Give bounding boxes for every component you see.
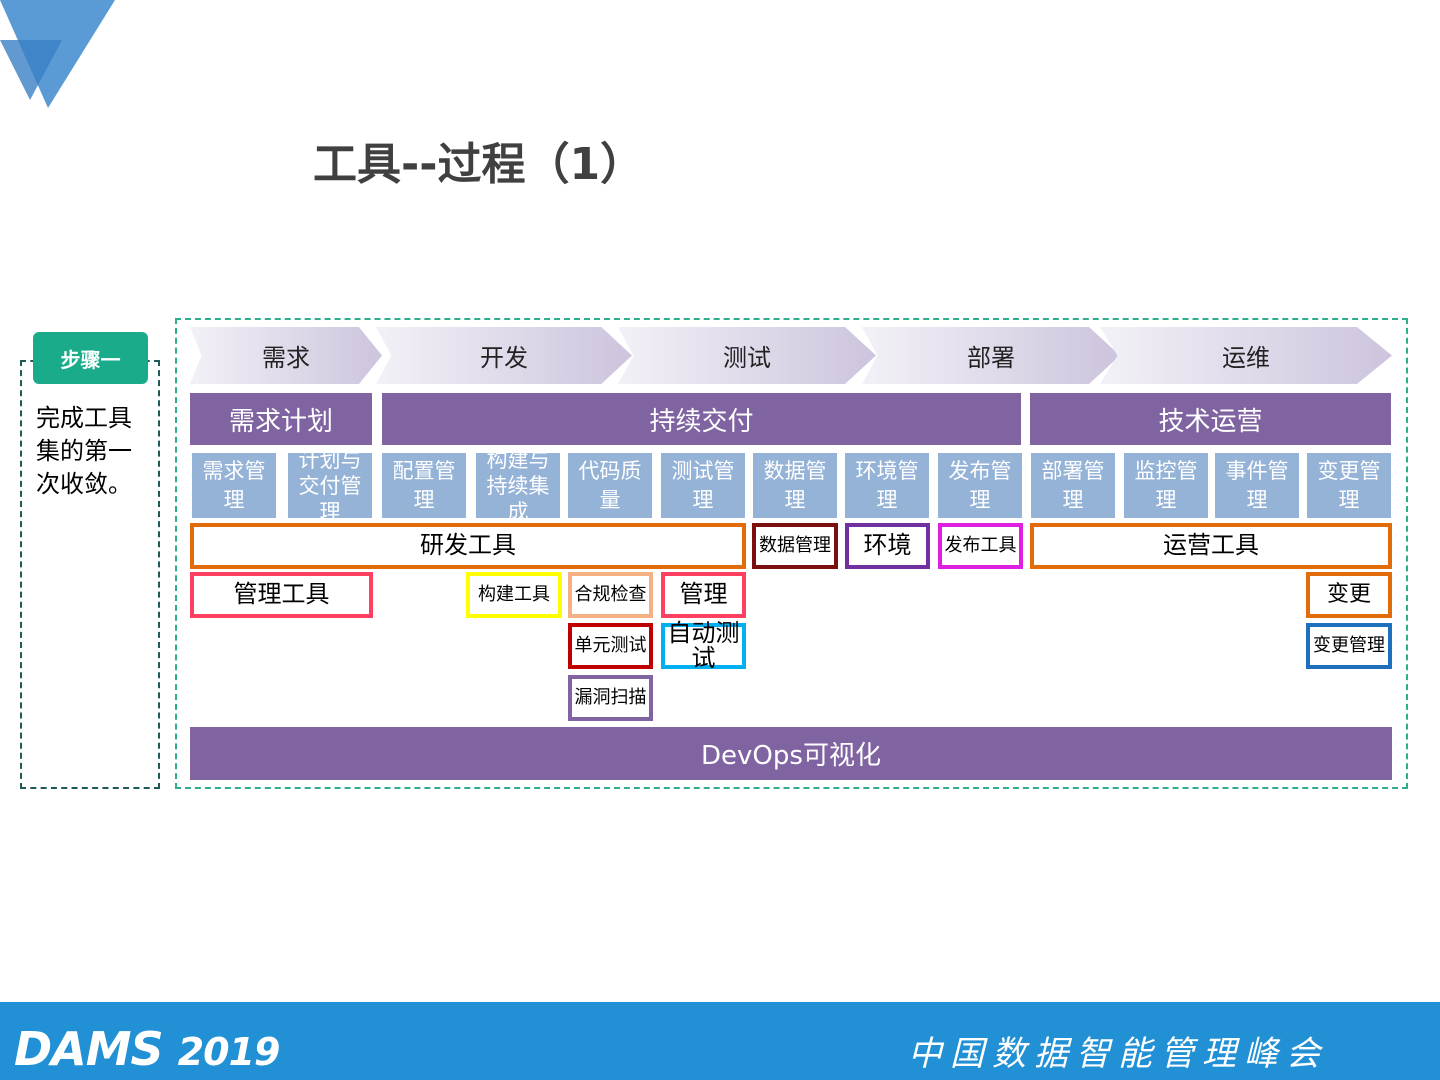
capability-tile: 环境管理	[845, 453, 929, 518]
phase-arrow: 开发	[376, 327, 632, 384]
devops-visualization-bar: DevOps可视化	[190, 727, 1392, 780]
section-header: 技术运营	[1030, 393, 1391, 445]
logo-text: DAMS	[14, 1022, 164, 1076]
tool-box: 单元测试	[568, 623, 653, 669]
capability-tile: 计划与交付管理	[288, 448, 372, 524]
capability-tile: 构建与持续集成	[476, 448, 560, 524]
dams-logo: DAMS 2019	[14, 1022, 281, 1076]
tool-box: 数据管理	[752, 523, 838, 569]
phase-arrow: 部署	[862, 327, 1120, 384]
tool-box: 环境	[845, 523, 930, 569]
tool-box: 发布工具	[938, 523, 1023, 569]
capability-tile: 数据管理	[753, 453, 837, 518]
capability-tile: 事件管理	[1215, 453, 1299, 518]
page-title: 工具--过程（1）	[313, 139, 645, 190]
tool-box: 变更	[1306, 572, 1392, 618]
tool-box: 构建工具	[466, 572, 562, 618]
capability-tile: 监控管理	[1124, 453, 1208, 518]
tool-box: 运营工具	[1030, 523, 1392, 569]
capability-tile: 需求管理	[192, 453, 276, 518]
tool-box: 合规检查	[568, 572, 653, 618]
tool-box: 漏洞扫描	[568, 675, 653, 721]
tool-box: 研发工具	[190, 523, 746, 569]
capability-tile: 发布管理	[938, 453, 1022, 518]
section-header: 持续交付	[382, 393, 1021, 445]
tool-box: 管理工具	[190, 572, 373, 618]
capability-tile: 代码质量	[568, 453, 652, 518]
corner-triangle-decoration	[0, 0, 115, 108]
logo-year: 2019	[177, 1030, 281, 1074]
section-header: 需求计划	[190, 393, 372, 445]
tool-box: 变更管理	[1306, 623, 1392, 669]
capability-tile: 测试管理	[661, 453, 745, 518]
phase-arrow: 测试	[618, 327, 876, 384]
capability-tile: 配置管理	[382, 453, 466, 518]
phase-arrow: 需求	[190, 327, 382, 384]
phase-arrow: 运维	[1100, 327, 1392, 384]
capability-tile: 部署管理	[1031, 453, 1115, 518]
footer-banner	[0, 1002, 1440, 1080]
summit-name: 中国数据智能管理峰会	[908, 1034, 1328, 1074]
tool-box: 管理	[661, 572, 746, 618]
tool-box: 自动测试	[661, 620, 746, 671]
capability-tile: 变更管理	[1307, 453, 1391, 518]
step-description: 完成工具集的第一次收敛。	[36, 404, 132, 498]
step-badge: 步骤一	[33, 332, 148, 384]
diagram-frame	[175, 318, 1408, 789]
